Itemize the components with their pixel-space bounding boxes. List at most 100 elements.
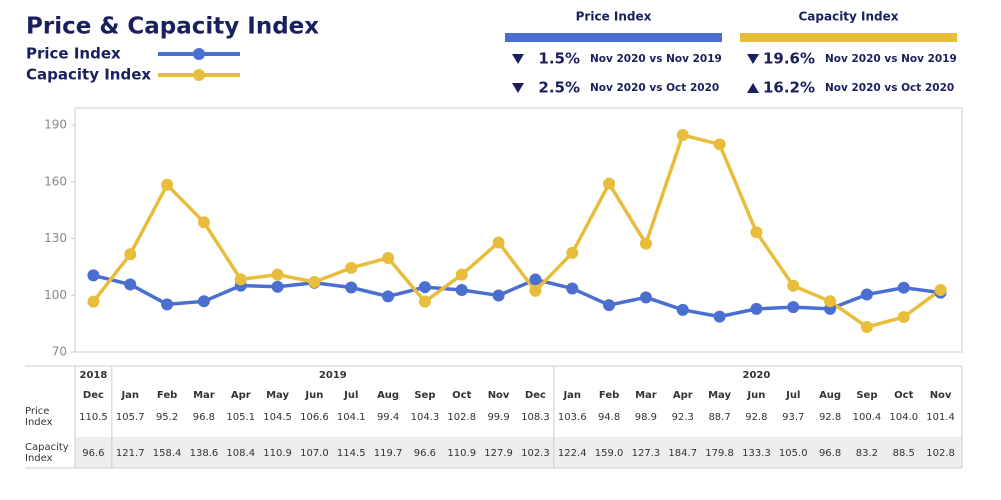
month-label: Feb [157, 390, 177, 401]
table-cell: 119.7 [374, 448, 403, 459]
point [382, 290, 395, 303]
table-cell: 133.3 [742, 448, 771, 459]
table-cell: 114.5 [337, 448, 366, 459]
point [124, 248, 137, 261]
table-cell: 104.5 [263, 412, 292, 423]
table-cell: 99.9 [487, 412, 509, 423]
table-cell: 110.9 [263, 448, 292, 459]
point [271, 268, 284, 281]
month-label: Dec [83, 390, 104, 401]
kpi-value: 16.2% [763, 79, 815, 97]
kpi-text: Nov 2020 vs Oct 2020 [590, 82, 719, 94]
table-cell: 88.5 [893, 448, 915, 459]
point [603, 299, 616, 312]
point [455, 283, 468, 296]
month-label: Jul [785, 390, 800, 401]
table-cell: 127.3 [632, 448, 661, 459]
month-label: Feb [599, 390, 619, 401]
legend-dot [193, 48, 205, 60]
table-cell: 96.6 [82, 448, 104, 459]
table-cell: 100.4 [853, 412, 882, 423]
table-cell: 102.3 [521, 448, 550, 459]
point [87, 295, 100, 308]
row-label: Capacity Index [25, 442, 69, 464]
year-label: 2018 [79, 370, 107, 381]
month-label: Aug [377, 390, 399, 401]
table-cell: 121.7 [116, 448, 145, 459]
month-label: Jan [120, 390, 139, 401]
table-cell: 127.9 [484, 448, 513, 459]
kpi-title: Capacity Index [798, 10, 898, 24]
y-tick-label: 100 [44, 288, 67, 302]
kpi-value: 19.6% [763, 50, 815, 68]
point [161, 178, 174, 191]
point [492, 289, 505, 302]
table-cell: 103.6 [558, 412, 587, 423]
table-cell: 96.8 [193, 412, 215, 423]
kpi-value: 2.5% [538, 79, 580, 97]
point [676, 303, 689, 316]
plot-frame [74, 107, 963, 353]
point [713, 310, 726, 323]
month-label: Mar [193, 390, 215, 401]
table-cell: 105.0 [779, 448, 808, 459]
legend-label: Price Index [26, 45, 121, 63]
table-cell: 108.4 [226, 448, 255, 459]
table-cell: 158.4 [153, 448, 182, 459]
y-tick-label: 160 [44, 174, 67, 188]
kpi-text: Nov 2020 vs Oct 2020 [825, 82, 954, 94]
table-cell: 99.4 [377, 412, 399, 423]
kpi-bar [505, 33, 722, 42]
point [418, 281, 431, 294]
y-tick-label: 130 [44, 231, 67, 245]
kpi-text: Nov 2020 vs Nov 2019 [590, 53, 722, 65]
table-cell: 96.8 [819, 448, 841, 459]
table-cell: 104.3 [411, 412, 440, 423]
table-cell: 93.7 [782, 412, 804, 423]
table-cell: 98.9 [635, 412, 657, 423]
month-label: Jun [304, 390, 323, 401]
year-label: 2019 [319, 370, 347, 381]
point [639, 237, 652, 250]
series-line [92, 133, 942, 329]
kpi-arrow [747, 83, 759, 93]
table-cell: 104.1 [337, 412, 366, 423]
table-cell: 102.8 [447, 412, 476, 423]
month-label: May [708, 390, 731, 401]
month-label: Dec [525, 390, 546, 401]
point [566, 246, 579, 259]
table-cell: 95.2 [156, 412, 178, 423]
point [529, 273, 542, 286]
point [750, 302, 763, 315]
kpi-title: Price Index [576, 10, 652, 24]
month-label: Oct [452, 390, 471, 401]
table-cell: 110.5 [79, 412, 108, 423]
legend-dot [193, 69, 205, 81]
table-cell: 184.7 [668, 448, 697, 459]
table-cell: 179.8 [705, 448, 734, 459]
table-cell: 122.4 [558, 448, 587, 459]
point [418, 295, 431, 308]
month-label: Jan [562, 390, 581, 401]
month-label: Aug [819, 390, 841, 401]
point [197, 216, 210, 229]
point [197, 295, 210, 308]
table-cell: 108.3 [521, 412, 550, 423]
point [713, 138, 726, 151]
month-label: Apr [231, 390, 251, 401]
point [529, 284, 542, 297]
month-label: Sep [414, 390, 435, 401]
month-label: Jul [343, 390, 358, 401]
point [382, 251, 395, 264]
y-tick-label: 190 [44, 118, 67, 132]
row-label: Price Index [25, 406, 53, 428]
point [492, 236, 505, 249]
point [897, 281, 910, 294]
point [824, 295, 837, 308]
kpi-bar [740, 33, 957, 42]
month-label: Nov [930, 390, 952, 401]
series-line [92, 273, 941, 319]
table-cell: 94.8 [598, 412, 620, 423]
point [234, 273, 247, 286]
